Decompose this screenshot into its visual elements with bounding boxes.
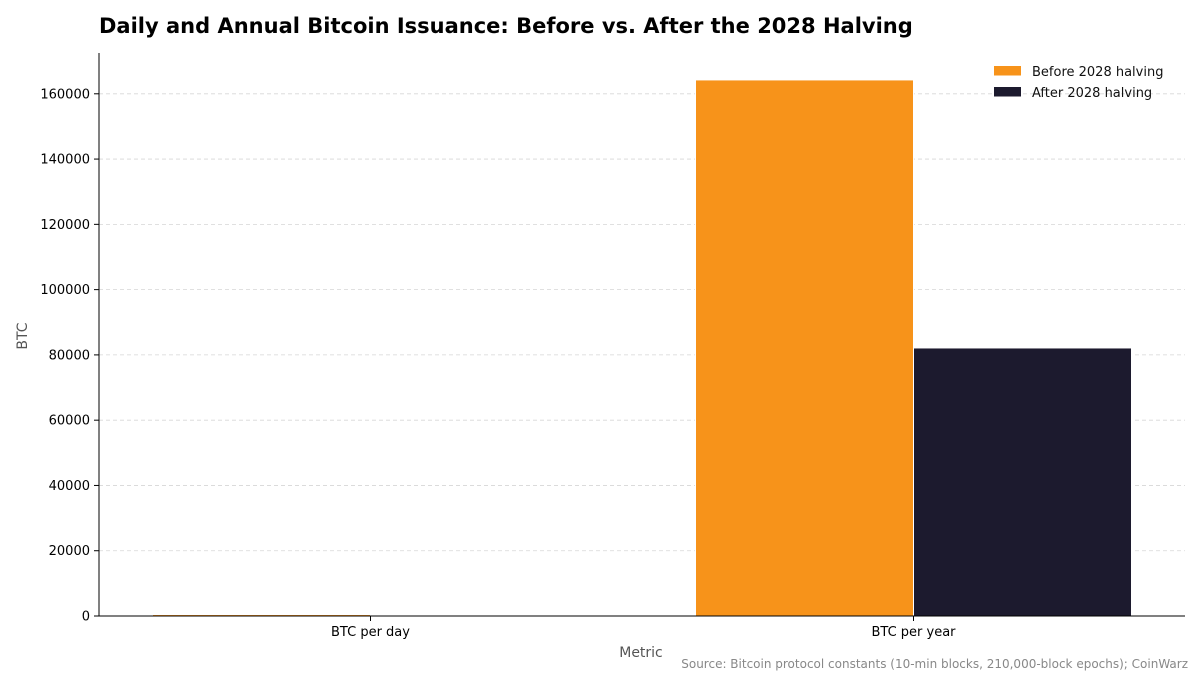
source-note: Source: Bitcoin protocol constants (10-m… — [681, 657, 1188, 671]
x-tick-labels: BTC per day BTC per year — [331, 625, 956, 640]
bars — [152, 79, 1132, 617]
y-tick-label: 140000 — [40, 153, 90, 168]
y-tick-label: 100000 — [40, 283, 90, 298]
x-tick-label: BTC per day — [331, 625, 410, 640]
y-tick-label: 20000 — [49, 544, 90, 559]
axes — [94, 53, 1185, 621]
y-tick-label: 160000 — [40, 87, 90, 102]
legend-label: After 2028 halving — [1032, 86, 1152, 101]
chart-title: Daily and Annual Bitcoin Issuance: Befor… — [99, 14, 913, 38]
x-tick-label: BTC per year — [871, 625, 956, 640]
legend-swatch — [994, 87, 1021, 97]
legend: Before 2028 halving After 2028 halving — [994, 65, 1163, 101]
y-tick-labels: 0 20000 40000 60000 80000 100000 120000 140000 1… — [40, 87, 90, 624]
y-tick-label: 120000 — [40, 218, 90, 233]
bar-after-1 — [913, 347, 1132, 617]
legend-label: Before 2028 halving — [1032, 65, 1163, 80]
y-tick-label: 0 — [82, 610, 90, 625]
x-axis-label: Metric — [619, 645, 663, 661]
y-tick-label: 60000 — [49, 414, 90, 429]
y-tick-label: 80000 — [49, 348, 90, 363]
y-tick-label: 40000 — [49, 479, 90, 494]
bar-before-1 — [695, 79, 914, 617]
legend-swatch — [994, 66, 1021, 76]
y-axis-label: BTC — [15, 322, 31, 349]
